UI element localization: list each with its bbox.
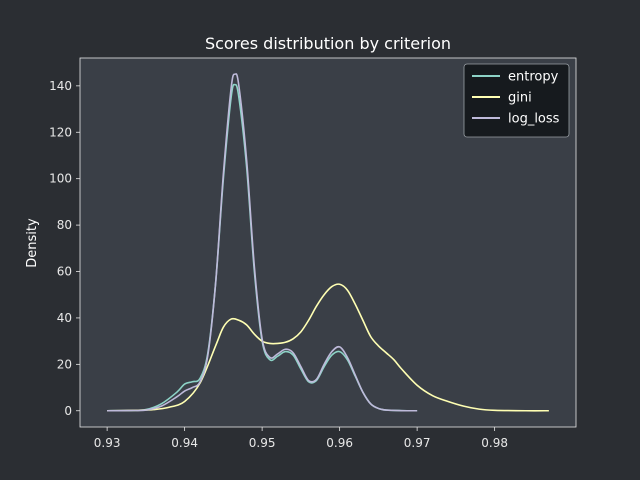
- y-tick-label: 0: [64, 404, 72, 418]
- y-tick-label: 100: [49, 172, 72, 186]
- y-tick-label: 60: [57, 265, 72, 279]
- series-line-gini: [107, 283, 549, 412]
- y-tick-label: 120: [49, 125, 72, 139]
- x-tick-label: 0.96: [326, 436, 353, 450]
- y-tick-label: 80: [57, 218, 72, 232]
- x-tick-label: 0.97: [404, 436, 431, 450]
- y-tick-label: 20: [57, 357, 72, 371]
- legend-label-log-loss: log_loss: [508, 112, 560, 127]
- x-tick-label: 0.93: [94, 436, 121, 450]
- y-axis: 0 20 40 60 80 100 120 140: [49, 79, 80, 418]
- chart-title: Scores distribution by criterion: [205, 34, 451, 53]
- legend-label-gini: gini: [508, 91, 532, 106]
- series-line-log-loss: [107, 73, 418, 412]
- y-tick-label: 40: [57, 311, 72, 325]
- x-tick-label: 0.94: [171, 436, 198, 450]
- x-axis: 0.93 0.94 0.95 0.96 0.97 0.98: [94, 427, 508, 450]
- legend: entropy gini log_loss: [463, 63, 570, 138]
- legend-label-entropy: entropy: [508, 70, 559, 85]
- x-tick-label: 0.95: [249, 436, 276, 450]
- y-axis-label: Density: [25, 218, 40, 268]
- x-tick-label: 0.98: [481, 436, 508, 450]
- series-layer: [107, 73, 549, 412]
- y-tick-label: 140: [49, 79, 72, 93]
